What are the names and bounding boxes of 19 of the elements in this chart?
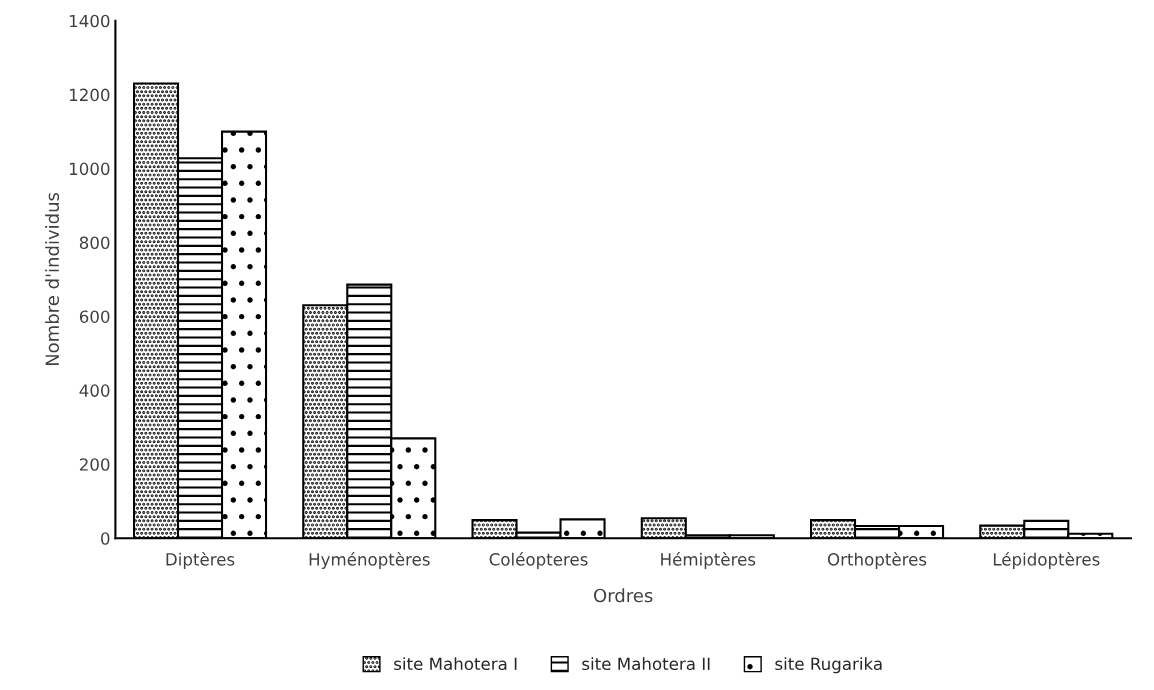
y-tick-label: 200 — [79, 458, 110, 471]
y-tick-label: 800 — [79, 236, 110, 250]
y-tick-label: 1400 — [69, 14, 110, 28]
x-tick-label: Hyménoptères — [309, 552, 430, 569]
x-axis-title: Ordres — [594, 588, 653, 603]
x-tick-label: Diptères — [166, 552, 235, 569]
legend-label: site Rugarika — [775, 657, 882, 674]
y-tick-label: 400 — [79, 384, 110, 397]
legend-label: site Mahotera II — [582, 657, 710, 671]
x-tick-label: Coléopteres — [489, 552, 588, 569]
y-tick-label: 0 — [101, 532, 110, 545]
x-tick-label: Orthoptères — [827, 552, 927, 569]
y-tick-label: 1000 — [69, 162, 110, 176]
y-tick-label: 1200 — [69, 88, 110, 102]
y-tick-label: 600 — [79, 310, 110, 323]
x-tick-label: Lépidoptères — [993, 552, 1100, 569]
y-axis-title: Nombre d'individus — [45, 192, 60, 366]
x-tick-label: Hémiptères — [661, 552, 756, 569]
legend-label: site Mahotera I — [394, 657, 517, 671]
